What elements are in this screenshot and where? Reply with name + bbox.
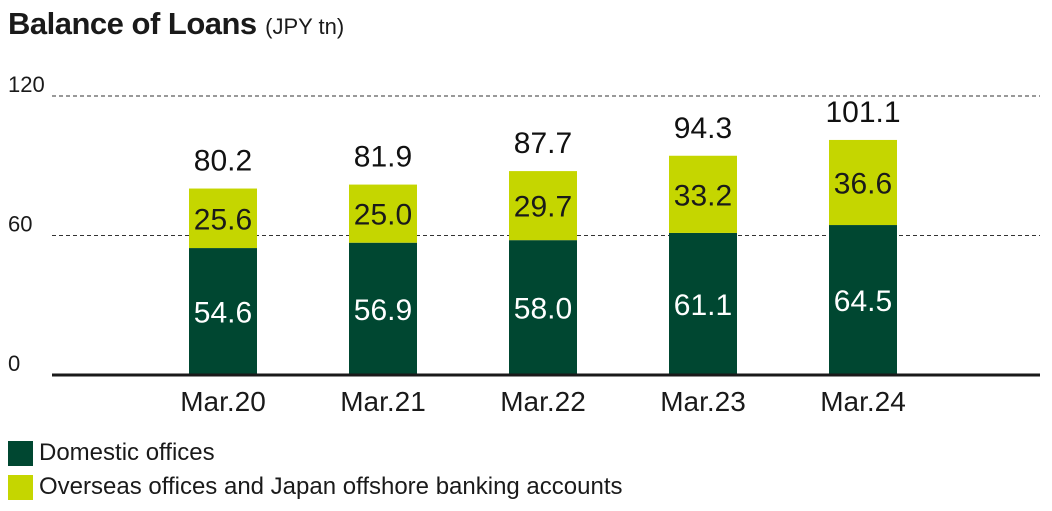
data-label-domestic: 64.5 [834,285,892,318]
x-tick-label: Mar.22 [500,386,586,417]
bar-segment-overseas [189,188,257,249]
chart-title: Balance of Loans [8,6,257,41]
x-tick-label: Mar.23 [660,386,746,417]
data-label-domestic: 61.1 [674,289,732,322]
bar-segment-domestic [829,225,897,375]
bar-segment-domestic [669,232,737,375]
legend-swatch-domestic [8,440,33,466]
total-label: 87.7 [514,127,572,160]
bar-segment-overseas [829,139,897,226]
bar-segment-overseas [509,171,577,241]
bar-chart: 0 60 120 54.6 25.6 80.2 Mar.20 56.9 25.0 81.9 Mar.… [8,72,1040,417]
bar-segment-domestic [189,248,257,375]
bar-segment-overseas [349,184,417,243]
bar-segment-domestic [509,240,577,375]
y-tick-label-60: 60 [8,212,32,237]
x-tick-label: Mar.24 [820,386,906,417]
total-label: 80.2 [194,145,252,178]
data-label-overseas: 25.6 [194,203,252,236]
total-label: 81.9 [354,141,412,174]
legend-item-overseas: Overseas offices and Japan offshore bank… [8,470,623,504]
data-label-overseas: 36.6 [834,167,892,200]
legend-item-domestic: Domestic offices [8,436,623,470]
data-label-domestic: 58.0 [514,293,572,326]
total-label: 94.3 [674,112,732,145]
data-label-domestic: 54.6 [194,297,252,330]
chart-unit: (JPY tn) [265,14,345,39]
bar-segment-overseas [669,155,737,233]
data-label-overseas: 29.7 [514,191,572,224]
chart-header: Balance of Loans (JPY tn) [8,6,344,42]
x-tick-label: Mar.21 [340,386,426,417]
legend: Domestic offices Overseas offices and Ja… [8,436,623,504]
legend-label-domestic: Domestic offices [39,439,215,466]
x-tick-label: Mar.20 [180,386,266,417]
legend-swatch-overseas [8,474,33,500]
y-tick-label-0: 0 [8,351,20,376]
legend-label-overseas: Overseas offices and Japan offshore bank… [39,473,623,500]
data-label-domestic: 56.9 [354,294,412,327]
data-label-overseas: 33.2 [674,179,732,212]
bar-segment-domestic [349,242,417,375]
data-label-overseas: 25.0 [354,199,412,232]
y-tick-label-120: 120 [8,72,45,97]
total-label: 101.1 [825,96,900,129]
